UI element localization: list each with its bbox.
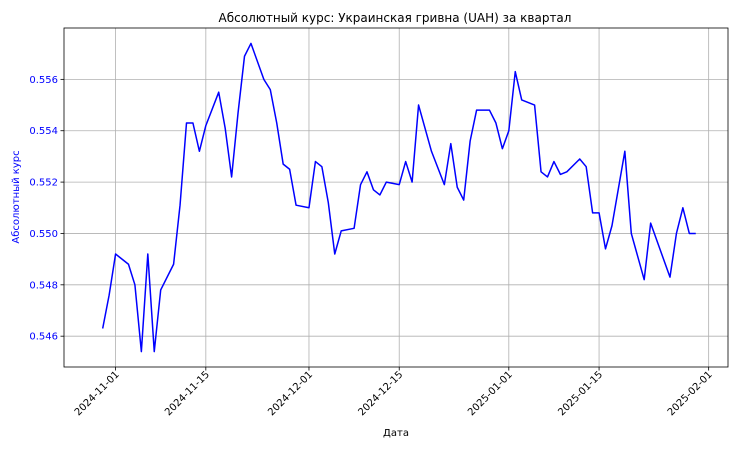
x-tick-label: 2025-01-15 bbox=[556, 369, 605, 418]
x-tick-label: 2024-12-15 bbox=[356, 369, 405, 418]
x-tick-label: 2025-01-01 bbox=[466, 369, 515, 418]
y-tick-label: 0.546 bbox=[29, 332, 58, 343]
plot-area bbox=[101, 42, 696, 353]
x-axis: 2024-11-01 2024-11-15 2024-12-01 2024-12-15… bbox=[73, 367, 715, 418]
series-line bbox=[101, 42, 696, 353]
x-tick-label: 2024-12-01 bbox=[266, 369, 315, 418]
chart-title: Абсолютный курс: Украинская гривна (UAH)… bbox=[219, 11, 572, 25]
grid bbox=[64, 28, 728, 367]
y-tick-label: 0.552 bbox=[29, 178, 58, 189]
x-tick-label: 2025-02-01 bbox=[666, 369, 715, 418]
x-axis-label: Дата bbox=[383, 428, 409, 439]
y-tick-label: 0.550 bbox=[29, 229, 58, 240]
x-tick-label: 2024-11-15 bbox=[163, 369, 212, 418]
x-tick-label: 2024-11-01 bbox=[73, 369, 122, 418]
y-tick-label: 0.556 bbox=[29, 75, 58, 86]
y-tick-label: 0.554 bbox=[29, 126, 58, 137]
y-tick-label: 0.548 bbox=[29, 280, 58, 291]
y-axis: 0.546 0.548 0.550 0.552 0.554 0.556 bbox=[29, 75, 64, 343]
y-axis-label: Абсолютный курс bbox=[11, 150, 22, 243]
axes-frame bbox=[63, 27, 729, 368]
